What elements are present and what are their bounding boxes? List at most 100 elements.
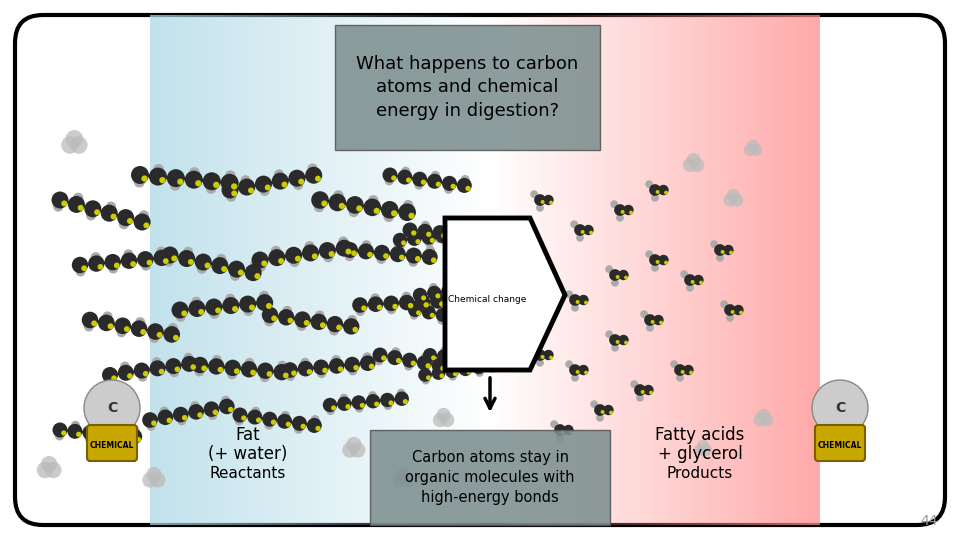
Circle shape: [477, 315, 491, 329]
Circle shape: [760, 414, 773, 427]
Circle shape: [406, 247, 421, 264]
Circle shape: [534, 349, 546, 361]
Circle shape: [407, 232, 421, 246]
Circle shape: [589, 231, 593, 234]
Circle shape: [326, 402, 333, 408]
Circle shape: [188, 259, 194, 265]
Circle shape: [272, 315, 277, 321]
Circle shape: [464, 289, 468, 294]
Circle shape: [101, 423, 109, 433]
Circle shape: [364, 199, 381, 216]
Circle shape: [450, 184, 456, 189]
Circle shape: [437, 349, 451, 363]
Circle shape: [465, 226, 479, 241]
FancyBboxPatch shape: [87, 425, 137, 461]
Circle shape: [239, 295, 256, 313]
FancyBboxPatch shape: [15, 15, 945, 525]
Circle shape: [684, 365, 694, 375]
Circle shape: [403, 200, 414, 211]
Circle shape: [131, 261, 136, 267]
Circle shape: [315, 310, 324, 320]
Circle shape: [195, 180, 202, 186]
Circle shape: [376, 254, 386, 264]
Circle shape: [128, 429, 142, 444]
Circle shape: [156, 246, 166, 256]
Circle shape: [57, 196, 63, 204]
Circle shape: [393, 304, 397, 309]
Circle shape: [228, 407, 233, 413]
Circle shape: [561, 430, 564, 434]
Circle shape: [744, 144, 756, 156]
Circle shape: [352, 297, 368, 313]
Circle shape: [151, 420, 156, 426]
Circle shape: [252, 407, 260, 416]
Circle shape: [695, 276, 703, 284]
Circle shape: [383, 253, 389, 259]
Circle shape: [374, 402, 379, 407]
Circle shape: [620, 336, 628, 344]
Circle shape: [543, 350, 554, 360]
FancyBboxPatch shape: [335, 25, 600, 150]
Circle shape: [415, 256, 420, 261]
Circle shape: [601, 410, 605, 414]
Circle shape: [492, 285, 497, 291]
Circle shape: [185, 360, 193, 367]
Circle shape: [172, 301, 188, 319]
Circle shape: [418, 224, 432, 239]
Circle shape: [387, 305, 396, 314]
Circle shape: [446, 361, 462, 375]
Circle shape: [198, 309, 204, 315]
Circle shape: [434, 298, 442, 305]
Circle shape: [481, 233, 488, 240]
Circle shape: [323, 398, 337, 412]
Circle shape: [178, 416, 186, 426]
Circle shape: [154, 249, 170, 266]
Circle shape: [584, 225, 593, 235]
Circle shape: [133, 213, 151, 231]
Circle shape: [425, 356, 434, 365]
Circle shape: [534, 274, 546, 286]
Circle shape: [594, 404, 606, 416]
Circle shape: [469, 280, 484, 294]
Circle shape: [91, 252, 101, 262]
Circle shape: [395, 392, 409, 406]
Circle shape: [86, 210, 96, 220]
Circle shape: [266, 303, 272, 309]
Circle shape: [569, 431, 573, 435]
Circle shape: [324, 252, 333, 262]
Circle shape: [319, 242, 336, 259]
Circle shape: [190, 364, 196, 370]
Circle shape: [118, 365, 133, 381]
Circle shape: [351, 395, 366, 410]
Circle shape: [256, 256, 264, 264]
Circle shape: [444, 185, 453, 194]
Circle shape: [188, 404, 204, 420]
Circle shape: [363, 352, 372, 362]
Circle shape: [337, 396, 351, 411]
Circle shape: [140, 329, 146, 335]
Circle shape: [481, 319, 487, 325]
Circle shape: [710, 240, 718, 248]
Circle shape: [426, 375, 431, 380]
Circle shape: [651, 320, 655, 324]
Circle shape: [65, 130, 84, 147]
Circle shape: [690, 280, 694, 284]
Circle shape: [700, 444, 712, 456]
Circle shape: [311, 415, 320, 424]
Circle shape: [415, 294, 430, 309]
Circle shape: [631, 380, 638, 388]
Circle shape: [212, 355, 222, 365]
Circle shape: [267, 371, 273, 377]
Circle shape: [320, 322, 325, 328]
Circle shape: [293, 180, 303, 190]
Circle shape: [368, 296, 383, 312]
Circle shape: [699, 281, 703, 285]
Circle shape: [477, 229, 492, 244]
Circle shape: [435, 234, 444, 243]
Circle shape: [473, 234, 478, 239]
Circle shape: [175, 367, 180, 372]
Circle shape: [453, 359, 462, 367]
Circle shape: [360, 403, 365, 408]
Circle shape: [681, 270, 688, 278]
Circle shape: [724, 304, 736, 316]
